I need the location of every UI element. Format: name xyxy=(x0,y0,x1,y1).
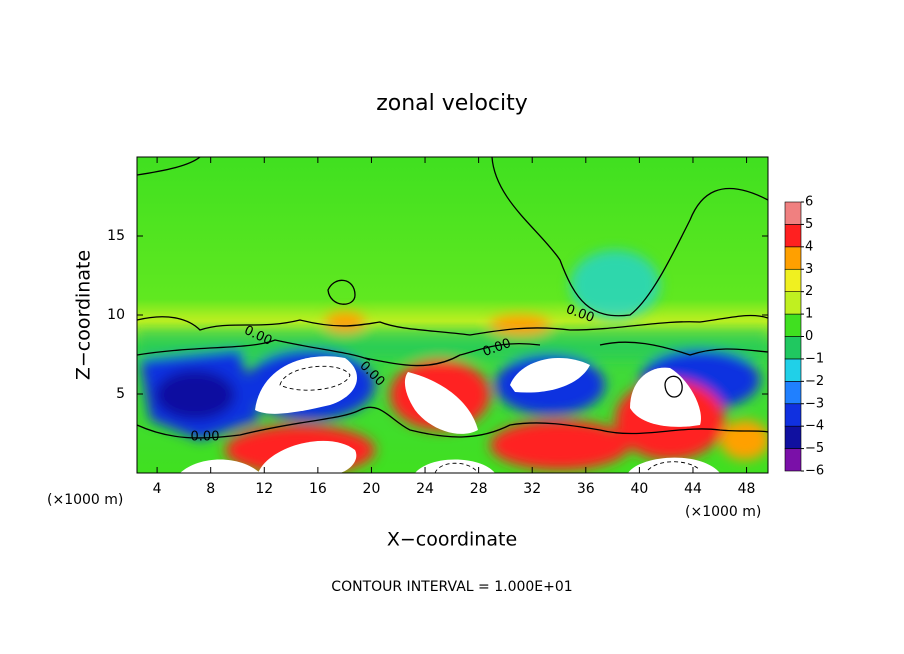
colorbar-swatch xyxy=(784,291,802,315)
colorbar-swatch xyxy=(784,224,802,248)
colorbar-label: −1 xyxy=(805,351,824,366)
colorbar-label: 2 xyxy=(805,284,813,299)
colorbar-label: −6 xyxy=(805,464,824,479)
y-tick-label: 10 xyxy=(107,307,125,323)
colorbar-label: −3 xyxy=(805,396,824,411)
colorbar-swatch xyxy=(784,246,802,270)
colorbar-swatch xyxy=(784,425,802,449)
colorbar-label: −4 xyxy=(805,419,824,434)
contour-field xyxy=(137,157,768,473)
x-tick-label: 4 xyxy=(153,481,162,497)
colorbar-swatch xyxy=(784,403,802,427)
colorbar-swatch xyxy=(784,381,802,405)
x-tick-label: 24 xyxy=(416,481,434,497)
x-unit-label: (×1000 m) xyxy=(47,492,123,508)
y-tick-label: 15 xyxy=(107,228,125,244)
colorbar-label: 1 xyxy=(805,307,813,322)
colorbar-label: 6 xyxy=(805,195,813,210)
x-tick-label: 32 xyxy=(523,481,541,497)
colorbar-swatch xyxy=(784,268,802,292)
x-tick-label: 48 xyxy=(738,481,756,497)
contour-label: 0.00 xyxy=(191,430,220,445)
colorbar-label: 4 xyxy=(805,239,813,254)
colorbar-swatch xyxy=(784,336,802,360)
colorbar-label: 5 xyxy=(805,217,813,232)
x-tick-label: 20 xyxy=(363,481,381,497)
chart-title: zonal velocity xyxy=(376,91,528,116)
x-unit-label: (×1000 m) xyxy=(685,504,761,520)
y-tick-label: 5 xyxy=(116,386,125,402)
x-tick-label: 16 xyxy=(309,481,327,497)
x-tick-label: 12 xyxy=(255,481,273,497)
colorbar-label: −2 xyxy=(805,374,824,389)
colorbar-label: 3 xyxy=(805,262,813,277)
x-tick-label: 28 xyxy=(470,481,488,497)
annotation: CONTOUR INTERVAL = 1.000E+01 xyxy=(331,579,572,595)
colorbar-swatch xyxy=(784,201,802,225)
colorbar-swatch xyxy=(784,358,802,382)
colorbar-label: 0 xyxy=(805,329,813,344)
x-tick-label: 44 xyxy=(684,481,702,497)
colorbar-swatch xyxy=(784,313,802,337)
x-tick-label: 8 xyxy=(206,481,215,497)
colorbar-label: −5 xyxy=(805,441,824,456)
colorbar-swatch xyxy=(784,448,802,472)
x-tick-label: 40 xyxy=(630,481,648,497)
x-axis-label: X−coordinate xyxy=(387,529,517,551)
y-axis-label: Z−coordinate xyxy=(73,250,95,380)
x-tick-label: 36 xyxy=(577,481,595,497)
